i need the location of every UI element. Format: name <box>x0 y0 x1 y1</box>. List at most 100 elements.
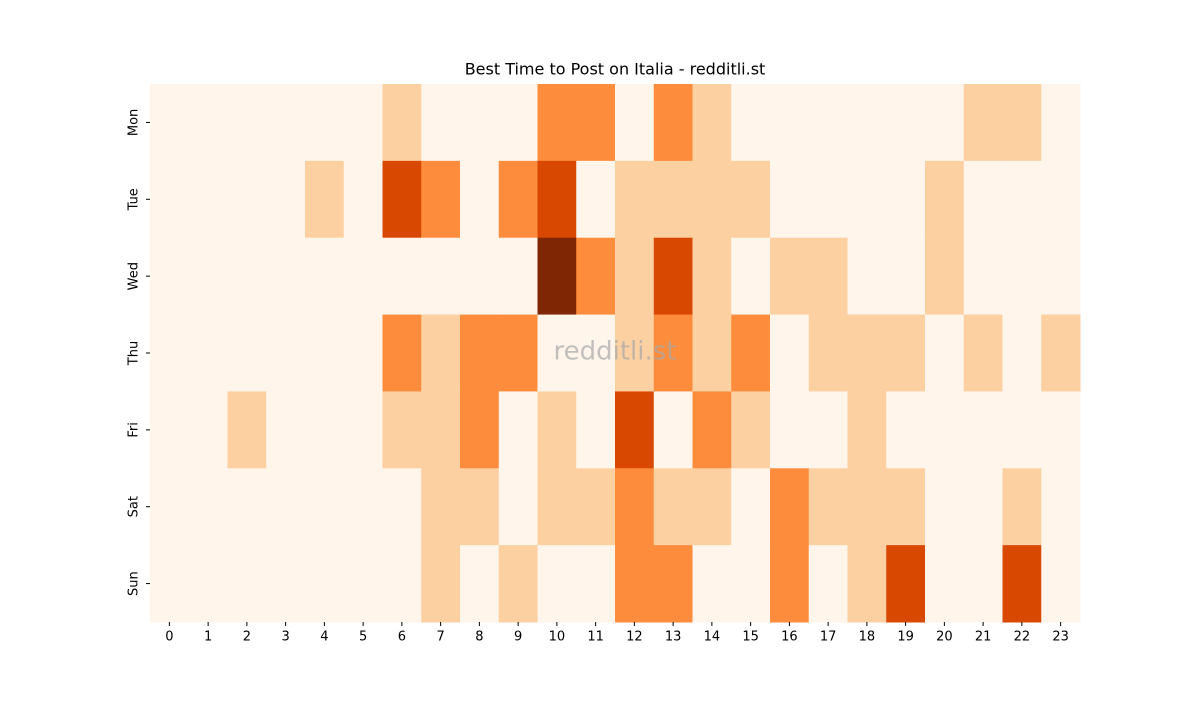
heat-cell <box>498 545 538 623</box>
heat-cell <box>537 468 577 546</box>
heat-cell <box>266 468 306 546</box>
heat-cell <box>1002 314 1042 392</box>
heat-cell <box>188 237 228 316</box>
x-tick-label: 8 <box>475 630 483 645</box>
heat-cell <box>343 391 383 469</box>
heat-cell <box>770 237 810 316</box>
heat-cell <box>1002 160 1042 239</box>
x-tick-label: 2 <box>243 630 251 645</box>
x-tick-label: 15 <box>742 630 759 645</box>
heat-cell <box>266 391 306 469</box>
heat-cell <box>770 160 810 239</box>
heat-cell <box>227 84 267 162</box>
heat-cell <box>188 468 228 546</box>
heat-cell <box>343 160 383 239</box>
heat-cell <box>692 237 732 316</box>
heat-cell <box>692 160 732 239</box>
heat-cell <box>460 391 500 469</box>
heat-cell <box>576 160 616 239</box>
heat-cell <box>847 391 887 469</box>
x-tick-label: 11 <box>587 630 604 645</box>
heat-cell <box>227 237 267 316</box>
heat-cell <box>498 468 538 546</box>
heat-cell <box>227 314 267 392</box>
heat-cell <box>537 314 577 392</box>
x-tick-label: 13 <box>665 630 682 645</box>
heat-cell <box>576 545 616 623</box>
heat-cell <box>460 237 500 316</box>
x-tick-label: 9 <box>514 630 522 645</box>
heat-cell <box>731 160 771 239</box>
heat-cell <box>615 237 655 316</box>
heat-cell <box>266 314 306 392</box>
heat-cell <box>537 545 577 623</box>
heat-cell <box>421 391 461 469</box>
heat-cell <box>615 160 655 239</box>
heat-cell <box>886 237 926 316</box>
heat-cell <box>343 314 383 392</box>
heat-cell <box>460 468 500 546</box>
y-tick-label: Fri <box>127 422 142 438</box>
heat-cell <box>421 468 461 546</box>
heat-cell <box>770 314 810 392</box>
heat-cell <box>305 237 345 316</box>
y-tick-label: Wed <box>127 262 142 290</box>
heat-cell <box>1041 160 1081 239</box>
heat-cell <box>615 468 655 546</box>
heat-cell <box>460 545 500 623</box>
heat-cell <box>382 84 422 162</box>
heat-cell <box>886 160 926 239</box>
heat-cell <box>343 84 383 162</box>
heat-cell <box>305 545 345 623</box>
heat-cell <box>925 468 965 546</box>
heat-cell <box>150 84 190 162</box>
heat-cell <box>925 160 965 239</box>
heat-cell <box>537 160 577 239</box>
heat-cell <box>847 314 887 392</box>
chart-title: Best Time to Post on Italia - redditli.s… <box>465 60 766 79</box>
heat-cell <box>847 84 887 162</box>
y-tick-label: Sat <box>127 496 142 517</box>
heat-cell <box>963 468 1003 546</box>
heat-cell <box>227 545 267 623</box>
heat-cell <box>1041 468 1081 546</box>
heat-cell <box>1002 468 1042 546</box>
heat-cell <box>266 84 306 162</box>
heat-cell <box>886 391 926 469</box>
x-tick-label: 21 <box>975 630 992 645</box>
heat-cell <box>537 237 577 316</box>
heat-cell <box>847 237 887 316</box>
x-tick-label: 22 <box>1014 630 1031 645</box>
x-tick-label: 18 <box>859 630 876 645</box>
heat-cell <box>343 237 383 316</box>
heat-cell <box>653 160 693 239</box>
heat-cell <box>963 391 1003 469</box>
heat-cell <box>653 237 693 316</box>
heat-cell <box>1041 237 1081 316</box>
heat-cell <box>653 84 693 162</box>
y-tick-label: Tue <box>127 188 142 211</box>
heat-cell <box>305 391 345 469</box>
x-tick-label: 10 <box>549 630 566 645</box>
heat-cell <box>692 391 732 469</box>
heat-cell <box>498 160 538 239</box>
heat-cell <box>808 545 848 623</box>
heat-cell <box>770 468 810 546</box>
heat-cell <box>382 237 422 316</box>
heat-cell <box>925 237 965 316</box>
heat-cell <box>188 314 228 392</box>
heat-cell <box>576 468 616 546</box>
heat-cell <box>925 545 965 623</box>
y-tick-label: Sun <box>127 571 142 596</box>
heat-cell <box>188 391 228 469</box>
heat-cell <box>305 468 345 546</box>
x-tick-label: 1 <box>204 630 212 645</box>
heat-cell <box>886 468 926 546</box>
heat-cell <box>576 237 616 316</box>
heat-cell <box>963 160 1003 239</box>
heat-cell <box>382 160 422 239</box>
heat-cell <box>305 84 345 162</box>
x-tick-label: 5 <box>359 630 367 645</box>
heat-cell <box>1041 314 1081 392</box>
